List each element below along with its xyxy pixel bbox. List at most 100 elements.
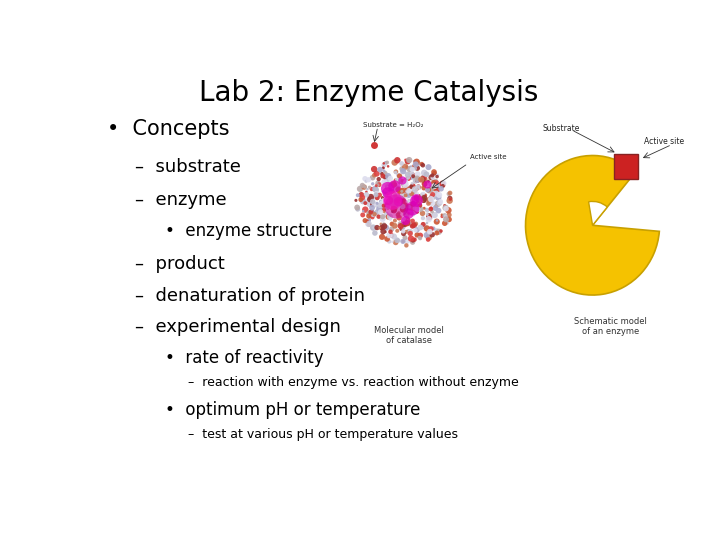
Point (377, 233, 388, 241)
Point (359, 199, 371, 207)
Point (388, 205, 400, 213)
Point (391, 194, 402, 202)
Point (378, 205, 390, 214)
Point (427, 173, 438, 182)
Point (419, 197, 431, 206)
Point (415, 183, 426, 191)
Point (380, 159, 392, 167)
Point (394, 172, 405, 180)
Point (415, 205, 426, 213)
Point (403, 186, 415, 195)
Point (402, 220, 413, 228)
Point (418, 204, 430, 213)
Point (403, 156, 415, 164)
Point (361, 217, 373, 226)
Point (395, 177, 406, 186)
Point (402, 215, 414, 224)
Point (407, 238, 418, 247)
Point (414, 192, 426, 200)
Point (377, 170, 388, 178)
Point (378, 201, 390, 210)
Point (426, 207, 438, 216)
Point (411, 226, 423, 234)
Point (382, 201, 393, 210)
Point (389, 201, 400, 210)
Point (413, 193, 424, 202)
Point (375, 220, 387, 228)
Point (379, 200, 390, 208)
Point (433, 206, 444, 215)
Point (410, 220, 422, 228)
Point (369, 229, 381, 238)
Point (416, 160, 428, 168)
Point (428, 168, 440, 177)
Point (385, 181, 397, 190)
Point (377, 172, 389, 180)
Point (441, 204, 452, 213)
Point (443, 190, 454, 198)
Point (426, 224, 437, 233)
Point (426, 185, 437, 194)
Point (426, 231, 438, 239)
Point (436, 184, 447, 193)
Point (381, 187, 392, 196)
Point (382, 175, 393, 184)
Point (390, 238, 402, 247)
Point (371, 170, 382, 178)
Point (366, 208, 377, 217)
Point (405, 183, 417, 191)
Point (377, 187, 388, 196)
Point (382, 162, 394, 171)
Point (366, 193, 377, 201)
Point (397, 237, 409, 246)
Point (379, 222, 390, 231)
Point (424, 195, 436, 204)
Point (420, 170, 432, 179)
Point (410, 194, 421, 203)
Point (420, 191, 431, 199)
Point (361, 187, 372, 196)
Point (405, 164, 417, 173)
Point (413, 181, 424, 190)
Point (400, 178, 411, 187)
Text: •  Concepts: • Concepts (107, 119, 229, 139)
Point (423, 215, 434, 224)
Point (428, 178, 439, 187)
Point (390, 198, 402, 206)
Point (390, 202, 402, 211)
Point (421, 231, 433, 239)
Point (397, 230, 409, 238)
Point (369, 210, 380, 219)
Point (386, 225, 397, 233)
Point (359, 174, 371, 183)
Point (367, 197, 379, 206)
Point (387, 201, 399, 210)
Point (398, 215, 410, 224)
Point (397, 198, 409, 207)
Point (426, 181, 438, 190)
Point (418, 195, 429, 204)
Text: •  rate of reactivity: • rate of reactivity (166, 349, 324, 367)
Point (386, 198, 397, 206)
Point (401, 193, 413, 201)
Point (357, 211, 369, 219)
Point (422, 186, 433, 194)
Point (356, 193, 368, 202)
Point (418, 192, 430, 200)
Point (423, 186, 435, 195)
Point (409, 185, 420, 194)
Point (392, 211, 404, 219)
Point (368, 140, 379, 149)
Point (431, 190, 442, 198)
Point (364, 209, 375, 218)
Point (369, 171, 380, 180)
Point (409, 205, 420, 213)
Point (407, 170, 418, 178)
Point (428, 193, 439, 202)
Point (390, 167, 402, 176)
Point (383, 175, 395, 184)
Point (400, 176, 412, 184)
Point (366, 200, 378, 209)
Text: Substrate: Substrate (542, 124, 580, 133)
Point (367, 179, 379, 188)
